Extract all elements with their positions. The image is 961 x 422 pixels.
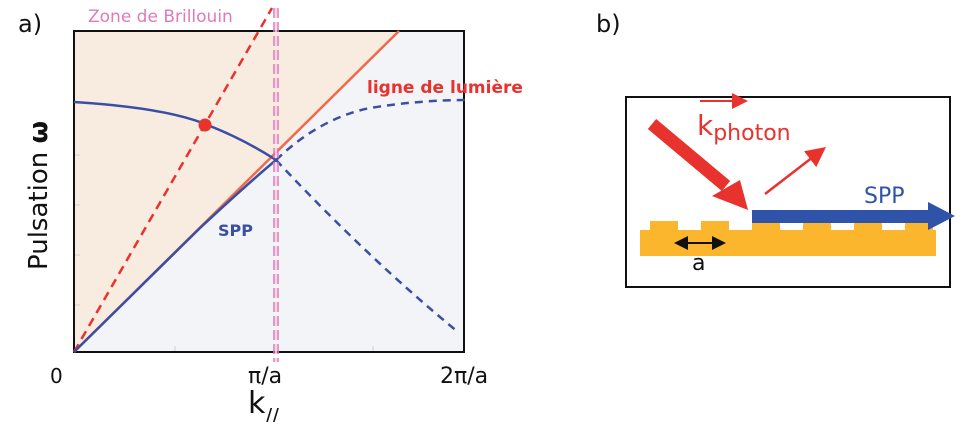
folded-light-line xyxy=(72,7,274,353)
plot-frame xyxy=(73,30,465,353)
panel-a-label: a) xyxy=(18,10,43,38)
dispersion-diagram: Zone de Brillouin ligne de lumière SPP P… xyxy=(24,7,523,422)
spp-dashed-upper xyxy=(275,98,467,161)
spp-branch-lower xyxy=(73,159,277,353)
y-axis-label: Pulsation ω xyxy=(24,121,54,270)
panel-b-label: b) xyxy=(596,10,621,38)
tick-label-2pi-a: 2π/a xyxy=(440,364,488,389)
incident-photon-arrow xyxy=(647,119,748,210)
tick-label-pi-a: π/a xyxy=(248,364,282,389)
k-photon-label: kphoton xyxy=(697,109,791,146)
period-label: a xyxy=(692,251,705,276)
coupling-point xyxy=(198,118,212,132)
spp-arrow-label: SPP xyxy=(864,184,905,209)
grating-coupling-schematic: kphoton SPP a xyxy=(625,93,955,288)
scattered-arrow xyxy=(764,146,826,195)
brillouin-zone-label: Zone de Brillouin xyxy=(88,7,233,27)
spp-propagation-arrow xyxy=(752,202,955,230)
spp-dashed-lower xyxy=(275,159,459,333)
spp-curve-label: SPP xyxy=(218,221,253,240)
x-axis-label: k// xyxy=(248,386,279,422)
light-line-label: ligne de lumière xyxy=(367,78,523,98)
tick-label-0: 0 xyxy=(50,364,63,388)
